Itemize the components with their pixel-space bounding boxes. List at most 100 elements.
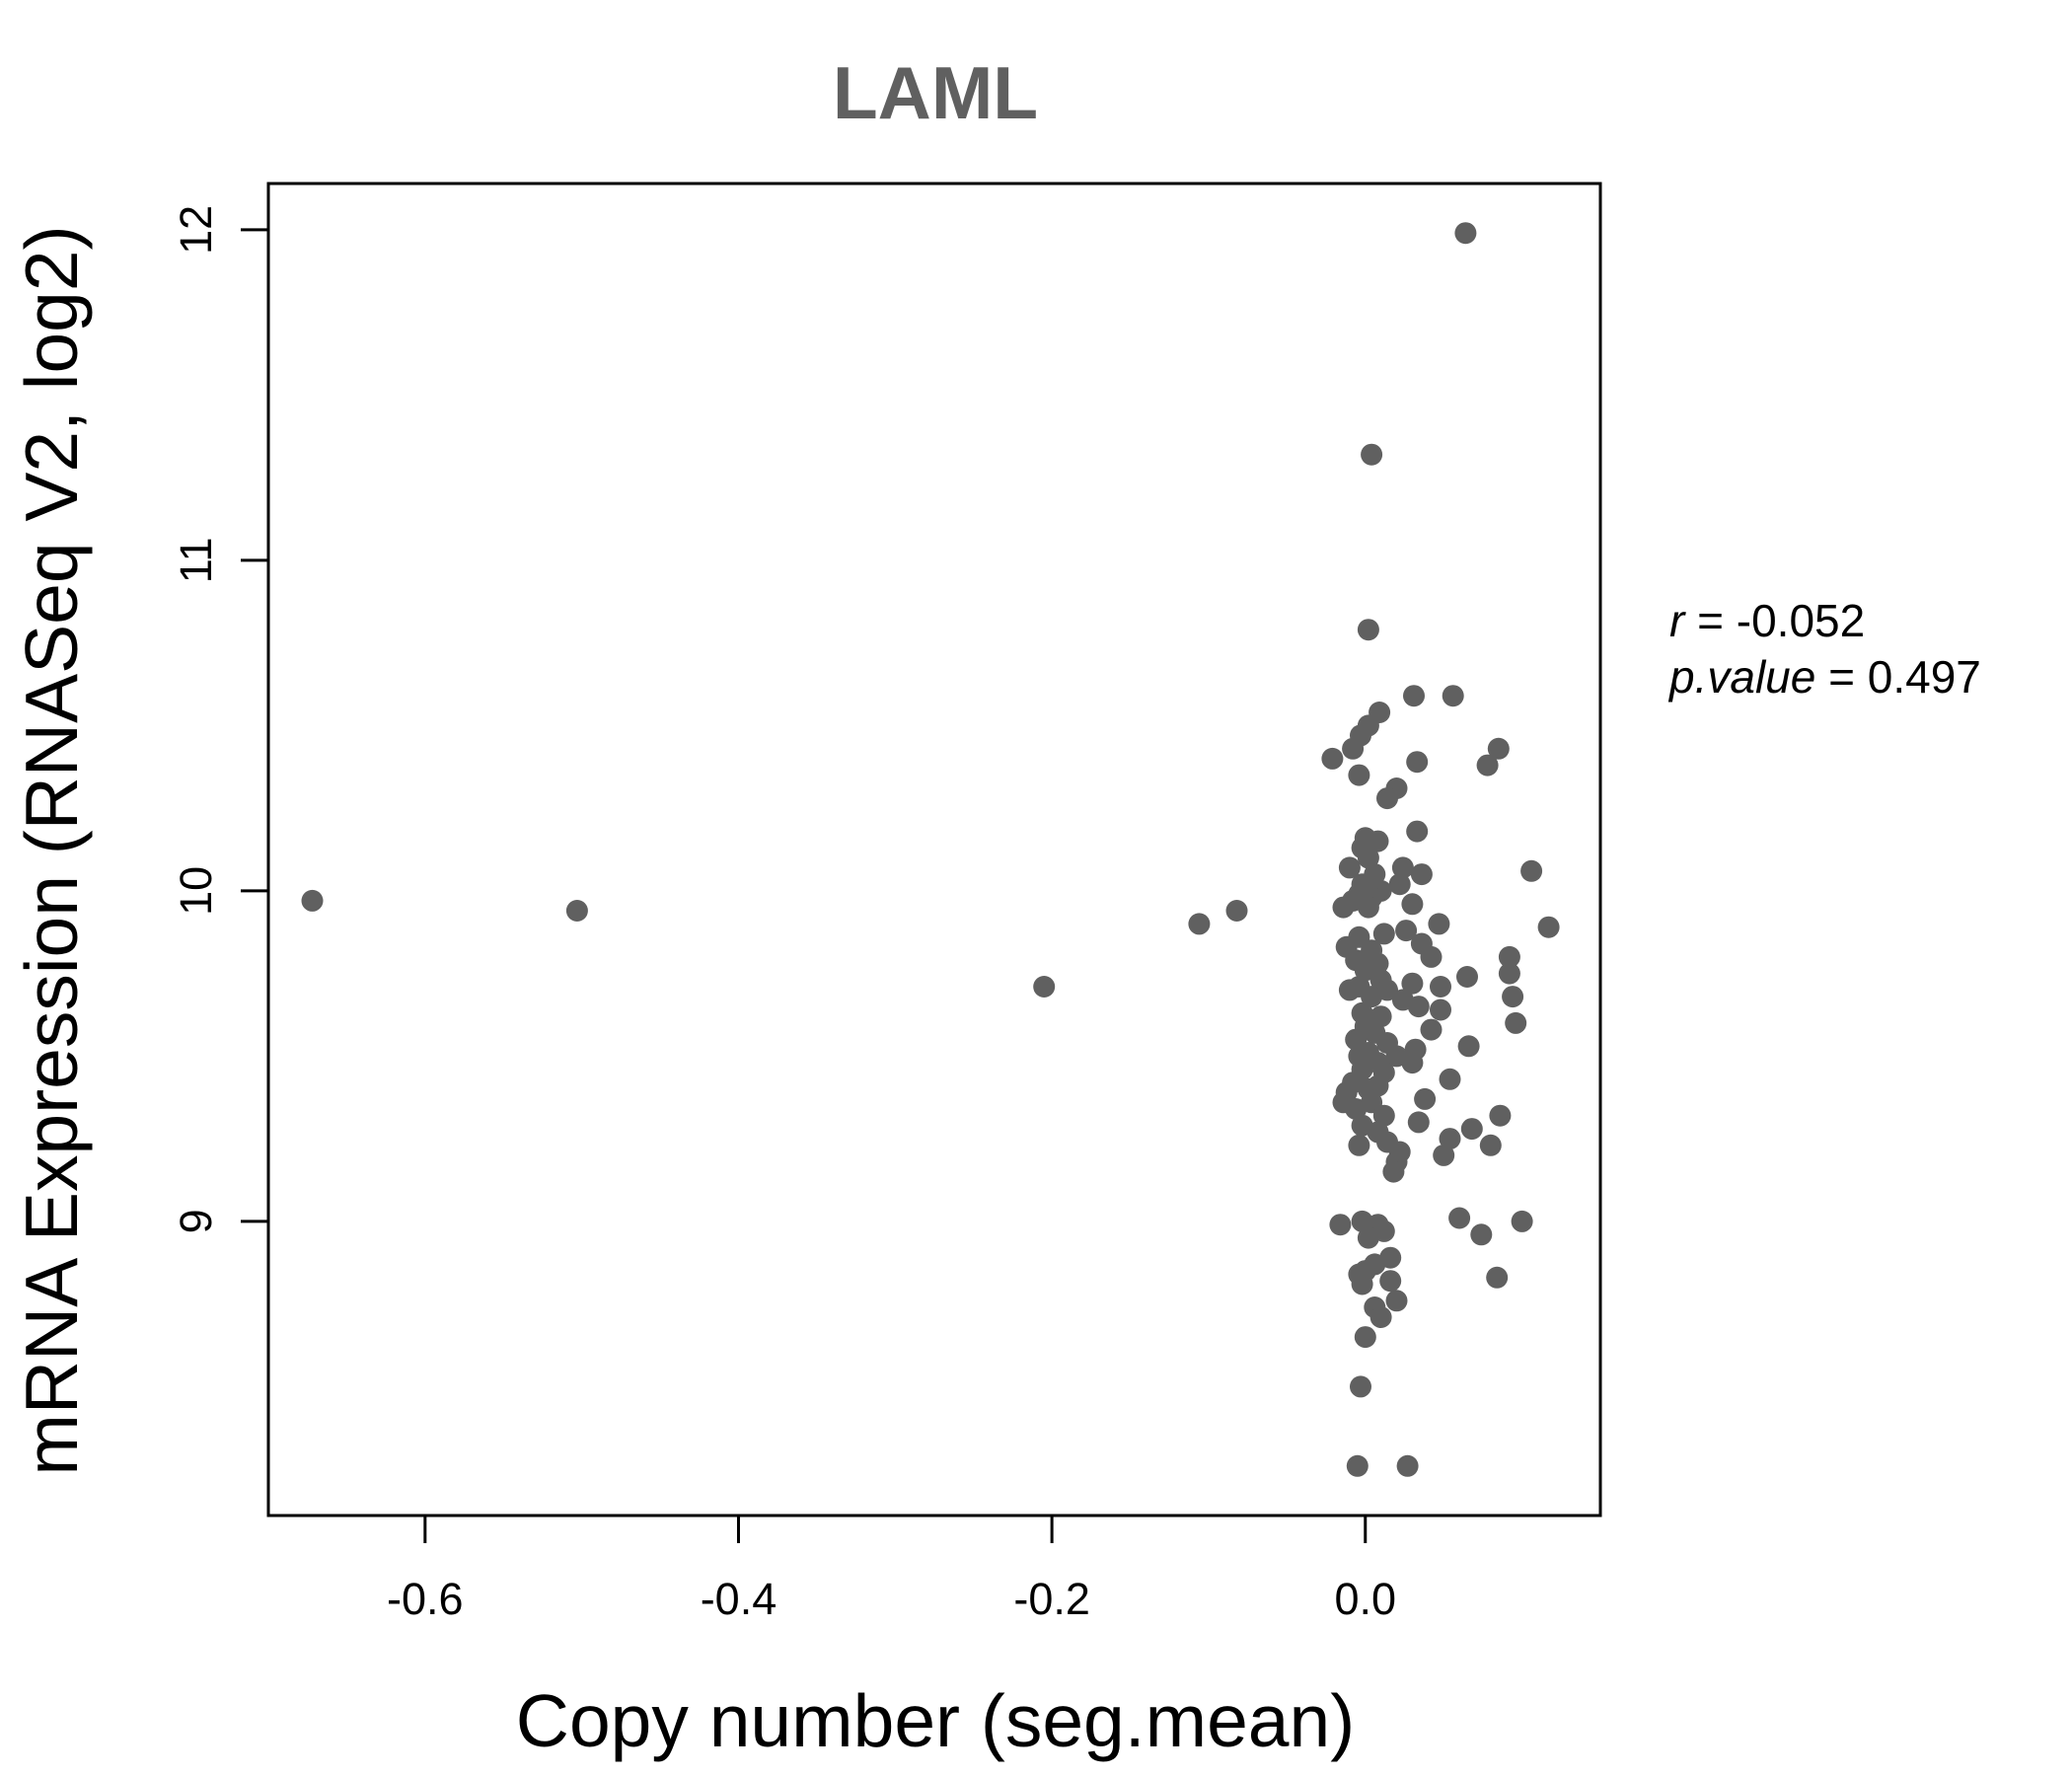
y-tick-label: 9 (171, 1209, 221, 1233)
data-point (1348, 1134, 1370, 1156)
plot-area (266, 182, 1602, 1517)
data-point (1476, 754, 1499, 777)
data-point (1357, 619, 1379, 641)
data-point (1382, 1160, 1405, 1183)
data-point (1401, 972, 1424, 995)
data-point (1520, 859, 1543, 882)
y-axis-label: mRNA Expression (RNASeq V2, log2) (10, 225, 93, 1475)
data-point (1372, 1104, 1395, 1127)
x-axis-label: Copy number (seg.mean) (516, 1679, 1355, 1762)
data-point (1442, 685, 1464, 707)
data-point (1395, 920, 1418, 942)
p-equals: = (1815, 651, 1867, 703)
data-point (1479, 1134, 1502, 1156)
data-point (1391, 856, 1414, 879)
data-point (1338, 856, 1361, 879)
data-point (1357, 896, 1379, 919)
p-annotation: p.value = 0.497 (1667, 651, 1981, 703)
data-point (1346, 1454, 1369, 1477)
data-point (1033, 976, 1056, 998)
data-point (1357, 847, 1379, 869)
x-tick-label: 0.0 (1334, 1574, 1396, 1624)
data-point (1338, 979, 1361, 1001)
data-point (1350, 1375, 1371, 1398)
data-point (1385, 1290, 1408, 1312)
r-value: -0.052 (1737, 595, 1865, 646)
data-point (1420, 1018, 1443, 1041)
data-point (1321, 747, 1344, 770)
data-point (1410, 863, 1433, 886)
data-point (1351, 1273, 1373, 1295)
data-point (1369, 1306, 1392, 1328)
data-point (1511, 1210, 1533, 1232)
x-tick-label: -0.6 (387, 1574, 464, 1624)
data-point (1361, 443, 1383, 466)
data-point (1332, 896, 1355, 919)
y-tick-label: 10 (171, 866, 221, 916)
p-label: p.value (1667, 651, 1815, 703)
data-point (1354, 959, 1376, 982)
data-point (1439, 1068, 1461, 1090)
data-point (1188, 913, 1211, 935)
data-point (1357, 1226, 1379, 1249)
data-point (1372, 923, 1395, 945)
data-point (1406, 751, 1429, 774)
data-points (301, 222, 1560, 1477)
data-point (1379, 1270, 1402, 1293)
data-point (1401, 1052, 1424, 1074)
data-point (1329, 1214, 1352, 1236)
data-point (1361, 986, 1383, 1008)
data-point (1460, 1118, 1483, 1141)
data-point (1505, 1011, 1527, 1034)
data-point (1348, 764, 1370, 786)
data-point (1456, 966, 1478, 988)
x-tick-label: -0.4 (701, 1574, 777, 1624)
data-point (1502, 986, 1524, 1008)
data-point (1420, 945, 1443, 968)
data-point (1470, 1223, 1493, 1246)
data-point (1414, 1087, 1437, 1110)
data-point (1369, 1005, 1392, 1028)
data-point (301, 889, 324, 912)
data-point (1407, 1111, 1430, 1134)
data-point (1396, 1454, 1419, 1477)
data-point (1345, 1098, 1368, 1120)
y-axis: 9 10 11 12 (171, 205, 268, 1233)
x-tick-label: -0.2 (1013, 1574, 1090, 1624)
data-point (1388, 873, 1411, 896)
plot-frame (266, 182, 1602, 1517)
data-point (1406, 820, 1429, 843)
correlation-annotation: r = -0.052 p.value = 0.497 (1667, 595, 1981, 703)
data-point (1428, 913, 1450, 935)
data-point (1448, 1207, 1471, 1229)
data-point (1486, 1266, 1509, 1289)
data-point (1225, 900, 1248, 922)
data-point (1489, 1104, 1512, 1127)
r-annotation: r = -0.052 (1669, 595, 1865, 646)
y-tick-label: 12 (171, 205, 221, 255)
data-point (1457, 1035, 1480, 1058)
data-point (1433, 1144, 1455, 1166)
data-point (1454, 222, 1477, 245)
data-point (1407, 996, 1430, 1018)
data-point (1403, 685, 1425, 707)
chart-title: LAML (833, 51, 1038, 134)
data-point (1430, 976, 1451, 998)
p-value: 0.497 (1868, 651, 1981, 703)
data-point (1537, 916, 1560, 938)
data-point (1376, 787, 1398, 810)
data-point (1439, 1128, 1461, 1150)
data-point (1487, 737, 1510, 760)
data-point (565, 900, 588, 922)
y-tick-label: 11 (171, 538, 221, 584)
data-point (1498, 962, 1520, 985)
data-point (1342, 737, 1365, 760)
r-label: r (1669, 595, 1686, 646)
data-point (1430, 999, 1451, 1021)
data-point (1401, 893, 1424, 916)
r-equals: = (1684, 595, 1736, 646)
data-point (1354, 1326, 1376, 1349)
x-axis: -0.6 -0.4 -0.2 0.0 (387, 1516, 1396, 1624)
data-point (1498, 945, 1520, 968)
